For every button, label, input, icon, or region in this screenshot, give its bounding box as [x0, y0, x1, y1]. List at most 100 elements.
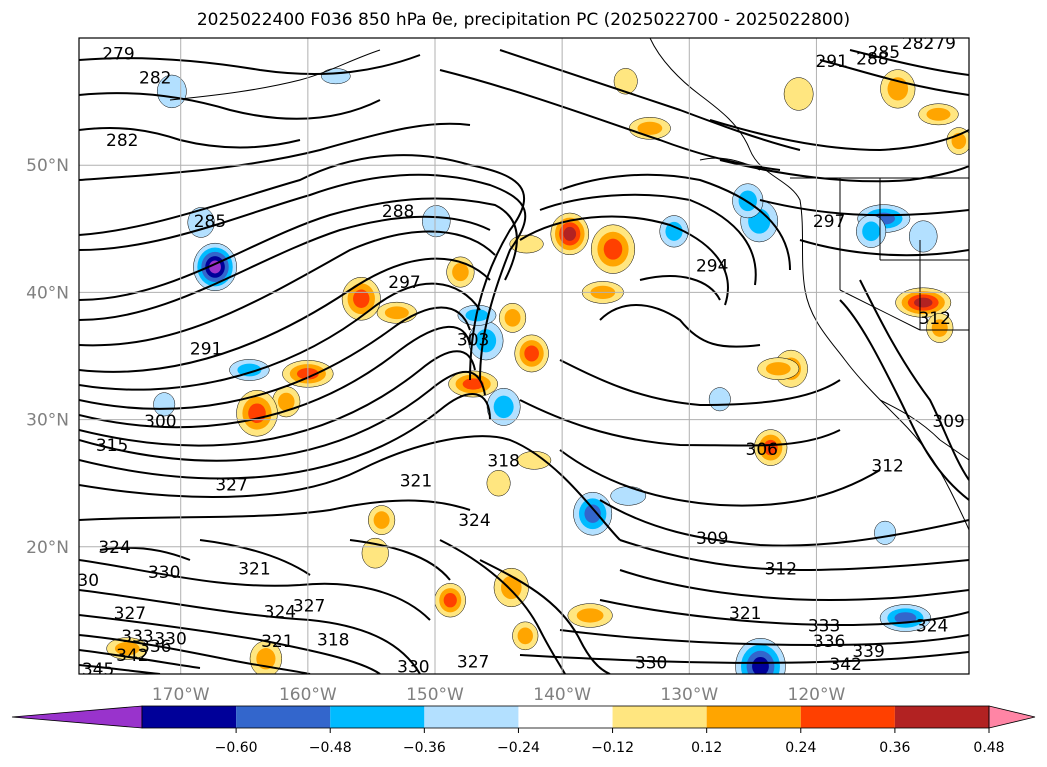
theta-e-contour-line: [79, 393, 491, 480]
theta-e-contour-line: [79, 173, 527, 381]
theta-e-contour-line: [559, 173, 791, 271]
theta-e-contour-line: [349, 539, 451, 581]
contour-label: 315: [96, 436, 128, 456]
precip-shade-ring: [443, 593, 457, 608]
precip-patch: [422, 205, 451, 238]
contour-label: 324: [264, 603, 296, 623]
colorbar-tick-label: −0.12: [591, 740, 634, 756]
precip-shading: [106, 68, 969, 674]
precip-patch: [517, 451, 552, 470]
contour-label: 285: [194, 212, 226, 232]
lat-tick-label: 50°N: [26, 156, 69, 176]
theta-e-contour-line: [799, 239, 969, 257]
precip-shade-ring: [384, 306, 409, 320]
theta-e-contour-line: [79, 325, 471, 429]
precip-patch: [856, 214, 887, 248]
contour-label: 333: [121, 627, 153, 647]
precip-patch: [895, 287, 952, 318]
precip-patch: [376, 301, 418, 324]
coastline: [939, 439, 969, 461]
contour-label: 330: [148, 563, 180, 583]
lat-lon-grid: [79, 38, 969, 674]
colorbar-swatch: [800, 706, 895, 728]
colorbar-swatch: [424, 706, 519, 728]
precip-shade-ring: [277, 392, 295, 411]
precip-shade-ring: [610, 486, 647, 506]
precip-patch: [590, 224, 636, 274]
contour-labels: 2792822822792822852882912852882972942972…: [79, 38, 965, 677]
contour-label: 321: [400, 472, 432, 492]
precip-patch: [926, 313, 954, 343]
theta-e-contour-line: [79, 634, 311, 674]
colorbar-frame: [141, 705, 990, 729]
plot-area: 2792822822792822852882912852882972942972…: [78, 37, 970, 677]
theta-e-contour-line: [79, 230, 496, 347]
precip-shade-ring: [237, 363, 262, 377]
theta-e-contour-line: [79, 257, 491, 373]
theta-e-contour-line: [79, 54, 421, 75]
lon-tick-label: 160°W: [279, 685, 337, 705]
precip-shade-ring: [353, 289, 370, 308]
theta-e-contour-line: [79, 559, 431, 621]
precip-shade-ring: [486, 470, 511, 497]
contour-label: 312: [871, 456, 903, 476]
theta-e-contour-line: [499, 49, 801, 151]
contour-label: 324: [458, 511, 490, 531]
theta-e-contour-line: [79, 197, 518, 301]
contour-label: 294: [696, 257, 728, 277]
precip-shade-ring: [763, 439, 778, 456]
theta-e-contour-line: [719, 159, 969, 183]
precip-shade-ring: [637, 121, 663, 135]
theta-e-contour-line: [519, 399, 841, 447]
contour-label: 324: [916, 617, 948, 637]
precip-patch: [493, 567, 529, 608]
lon-tick-label: 140°W: [533, 685, 591, 705]
precip-shade-ring: [462, 378, 484, 390]
contour-label: 342: [829, 655, 861, 675]
precip-patch: [880, 69, 916, 109]
contour-label: 300: [144, 412, 176, 432]
lon-tick-label: 130°W: [660, 685, 718, 705]
theta-e-contour-line: [519, 651, 969, 664]
contour-label: 336: [139, 637, 171, 657]
precip-shade-ring: [926, 107, 951, 121]
precip-patch: [499, 302, 527, 333]
colorbar-swatch: [894, 706, 989, 728]
precip-patch: [187, 207, 215, 238]
precip-patch: [735, 638, 786, 674]
theta-e-contour-line: [619, 569, 969, 602]
contour-label: 330: [397, 657, 429, 677]
theta-e-contour-line: [599, 499, 969, 547]
precip-patch: [918, 103, 959, 126]
lat-tick-label: 30°N: [26, 411, 69, 431]
colorbar-tick-label: 0.48: [973, 740, 1004, 756]
contour-label: 291: [815, 52, 847, 72]
precip-shade-ring: [862, 221, 880, 242]
theta-e-contour-line: [599, 599, 969, 627]
theta-e-contour-line: [639, 275, 721, 301]
precip-shade-ring: [563, 226, 577, 241]
contour-label: 288: [856, 49, 888, 69]
precip-shade-ring: [452, 262, 469, 282]
precip-shade-ring: [524, 345, 539, 362]
precip-shade-ring: [665, 221, 683, 241]
theta-e-contour-line: [79, 154, 526, 381]
precip-shade-ring: [256, 648, 276, 670]
theta-e-contour-line: [479, 559, 611, 674]
colorbar-tick-label: −0.24: [497, 740, 540, 756]
theta-e-contour-line: [79, 589, 421, 674]
precip-shade-ring: [752, 656, 769, 674]
theta-e-contour-line: [819, 59, 969, 96]
precip-shade-ring: [504, 309, 521, 327]
lon-tick-label: 170°W: [152, 685, 210, 705]
coastline: [879, 399, 941, 441]
colorbar-swatch: [612, 706, 707, 728]
theta-e-contour-line: [199, 539, 311, 576]
contour-label: 327: [114, 604, 146, 624]
contour-label: 321: [729, 604, 761, 624]
precip-shade-ring: [517, 451, 552, 470]
contour-label: 312: [918, 309, 950, 329]
precip-patch: [908, 220, 938, 253]
colorbar-extend-min: [11, 705, 143, 729]
